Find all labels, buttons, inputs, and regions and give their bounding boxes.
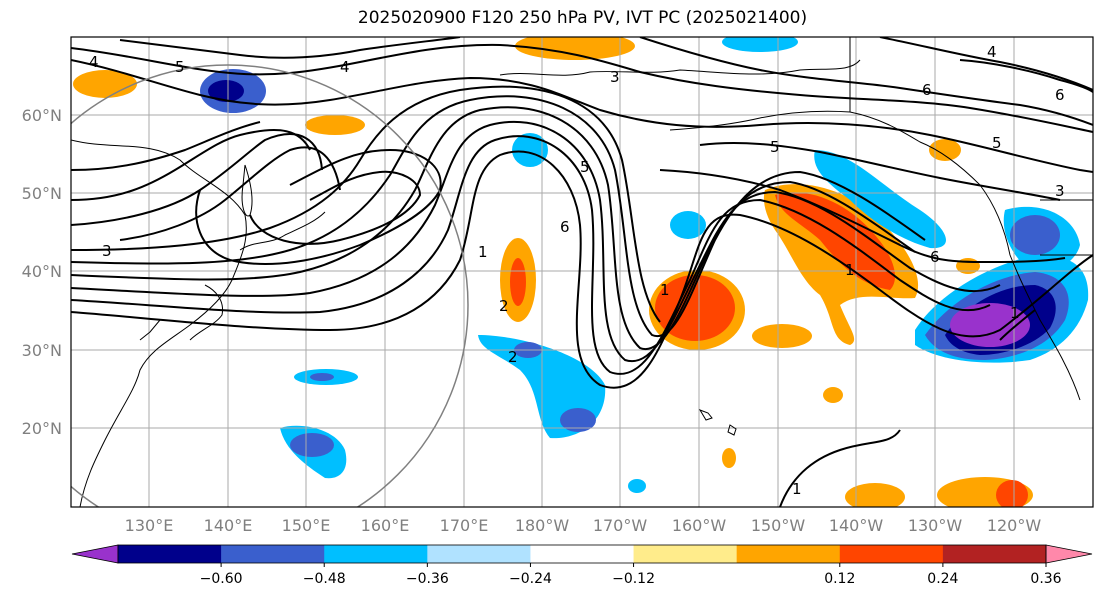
contour-label: 2 xyxy=(499,297,509,315)
positive-anomaly xyxy=(305,115,365,135)
lon-label: 180°W xyxy=(515,516,570,535)
lon-label: 140°W xyxy=(829,516,884,535)
negative-anomaly xyxy=(814,150,947,249)
lon-label: 170°W xyxy=(593,516,648,535)
colorbar-segment xyxy=(530,545,635,563)
colorbar-segment xyxy=(942,545,1047,563)
contour-label: 5 xyxy=(175,58,185,76)
contour-label: 1 xyxy=(478,243,488,261)
negative-anomaly xyxy=(722,37,798,52)
positive-anomaly xyxy=(956,258,980,274)
positive-anomaly xyxy=(823,387,843,403)
ivt-shading xyxy=(73,37,1089,507)
positive-anomaly xyxy=(510,258,526,306)
contour-label: 1 xyxy=(1010,304,1020,322)
negative-anomaly xyxy=(560,408,596,432)
contour-label: 1 xyxy=(660,281,670,299)
contour-label: 1 xyxy=(792,480,802,498)
lat-label: 20°N xyxy=(22,419,62,438)
lon-label: 160°W xyxy=(672,516,727,535)
colorbar-tick-label: −0.48 xyxy=(303,571,346,587)
contour-label: 6 xyxy=(1055,86,1065,104)
colorbar-segment xyxy=(221,545,325,563)
negative-anomaly xyxy=(208,80,244,102)
negative-anomaly xyxy=(1010,215,1060,255)
negative-anomaly xyxy=(290,433,334,457)
positive-anomaly xyxy=(996,480,1028,507)
colorbar-outline xyxy=(117,544,1047,564)
lon-label: 130°E xyxy=(125,516,174,535)
map-frame xyxy=(70,36,1094,508)
colorbar-max-extend xyxy=(1045,544,1093,564)
positive-anomaly xyxy=(929,139,961,161)
coastlines xyxy=(71,37,1093,507)
contour-label: 1 xyxy=(845,261,855,279)
contour-label: 5 xyxy=(580,158,590,176)
graticule xyxy=(71,37,1093,507)
negative-anomaly xyxy=(512,133,548,167)
lat-label: 50°N xyxy=(22,184,62,203)
contour-label: 3 xyxy=(610,68,620,86)
contour-label: 3 xyxy=(1055,182,1065,200)
pv-contours xyxy=(71,37,1093,507)
positive-anomaly xyxy=(752,324,812,348)
negative-anomaly xyxy=(310,373,334,381)
positive-anomaly xyxy=(73,70,137,98)
colorbar-segment xyxy=(324,545,428,563)
lon-label: 120°W xyxy=(987,516,1042,535)
contour-label: 4 xyxy=(340,58,350,76)
lat-label: 60°N xyxy=(22,106,62,125)
contour-label: 5 xyxy=(992,134,1002,152)
negative-anomaly xyxy=(670,211,706,239)
contour-label: 3 xyxy=(102,242,112,260)
longitude-labels: 130°E 140°E 150°E 160°E 170°E 180°W 170°… xyxy=(125,516,1042,535)
contour-label: 4 xyxy=(987,43,997,61)
positive-anomaly xyxy=(845,483,905,507)
colorbar-segment xyxy=(427,545,531,563)
colorbar-min-extend xyxy=(71,544,119,564)
lon-label: 150°E xyxy=(282,516,331,535)
colorbar-tick-label: −0.24 xyxy=(509,571,552,587)
contour-label: 4 xyxy=(89,53,99,71)
colorbar-segment xyxy=(118,545,222,563)
radius-circle xyxy=(71,64,469,507)
positive-anomaly xyxy=(515,37,635,60)
colorbar xyxy=(71,544,1093,564)
colorbar-tick-label: 0.36 xyxy=(1030,571,1061,587)
lon-label: 150°W xyxy=(751,516,806,535)
lon-label: 170°E xyxy=(440,516,489,535)
colorbar-tick-label: −0.36 xyxy=(406,571,449,587)
colorbar-segment xyxy=(633,545,738,563)
colorbar-tick-label: −0.60 xyxy=(200,571,243,587)
map-title: 2025020900 F120 250 hPa PV, IVT PC (2025… xyxy=(357,8,808,28)
lon-label: 160°E xyxy=(361,516,410,535)
lon-label: 130°W xyxy=(908,516,963,535)
contour-label: 6 xyxy=(560,218,570,236)
contour-label: 2 xyxy=(508,348,518,366)
contour-label: 6 xyxy=(922,81,932,99)
contour-labels: 4 5 4 3 5 6 6 5 3 6 4 3 6 5 1 2 2 1 1 1 … xyxy=(89,43,1065,498)
colorbar-segment xyxy=(736,545,841,563)
colorbar-tick-label: −0.12 xyxy=(612,571,655,587)
colorbar-tick-label: 0.12 xyxy=(824,571,855,587)
lat-label: 40°N xyxy=(22,262,62,281)
colorbar-tick-label: 0.24 xyxy=(927,571,958,587)
colorbar-ticks: −0.60−0.48−0.36−0.24−0.120.120.240.360.4… xyxy=(200,563,1062,587)
negative-anomaly xyxy=(628,479,646,493)
colorbar-segment xyxy=(839,545,944,563)
contour-label: 5 xyxy=(770,138,780,156)
lon-label: 140°E xyxy=(204,516,253,535)
latitude-labels: 60°N 50°N 40°N 30°N 20°N xyxy=(22,106,62,438)
lat-label: 30°N xyxy=(22,341,62,360)
contour-label: 6 xyxy=(930,248,940,266)
positive-anomaly xyxy=(722,448,736,468)
